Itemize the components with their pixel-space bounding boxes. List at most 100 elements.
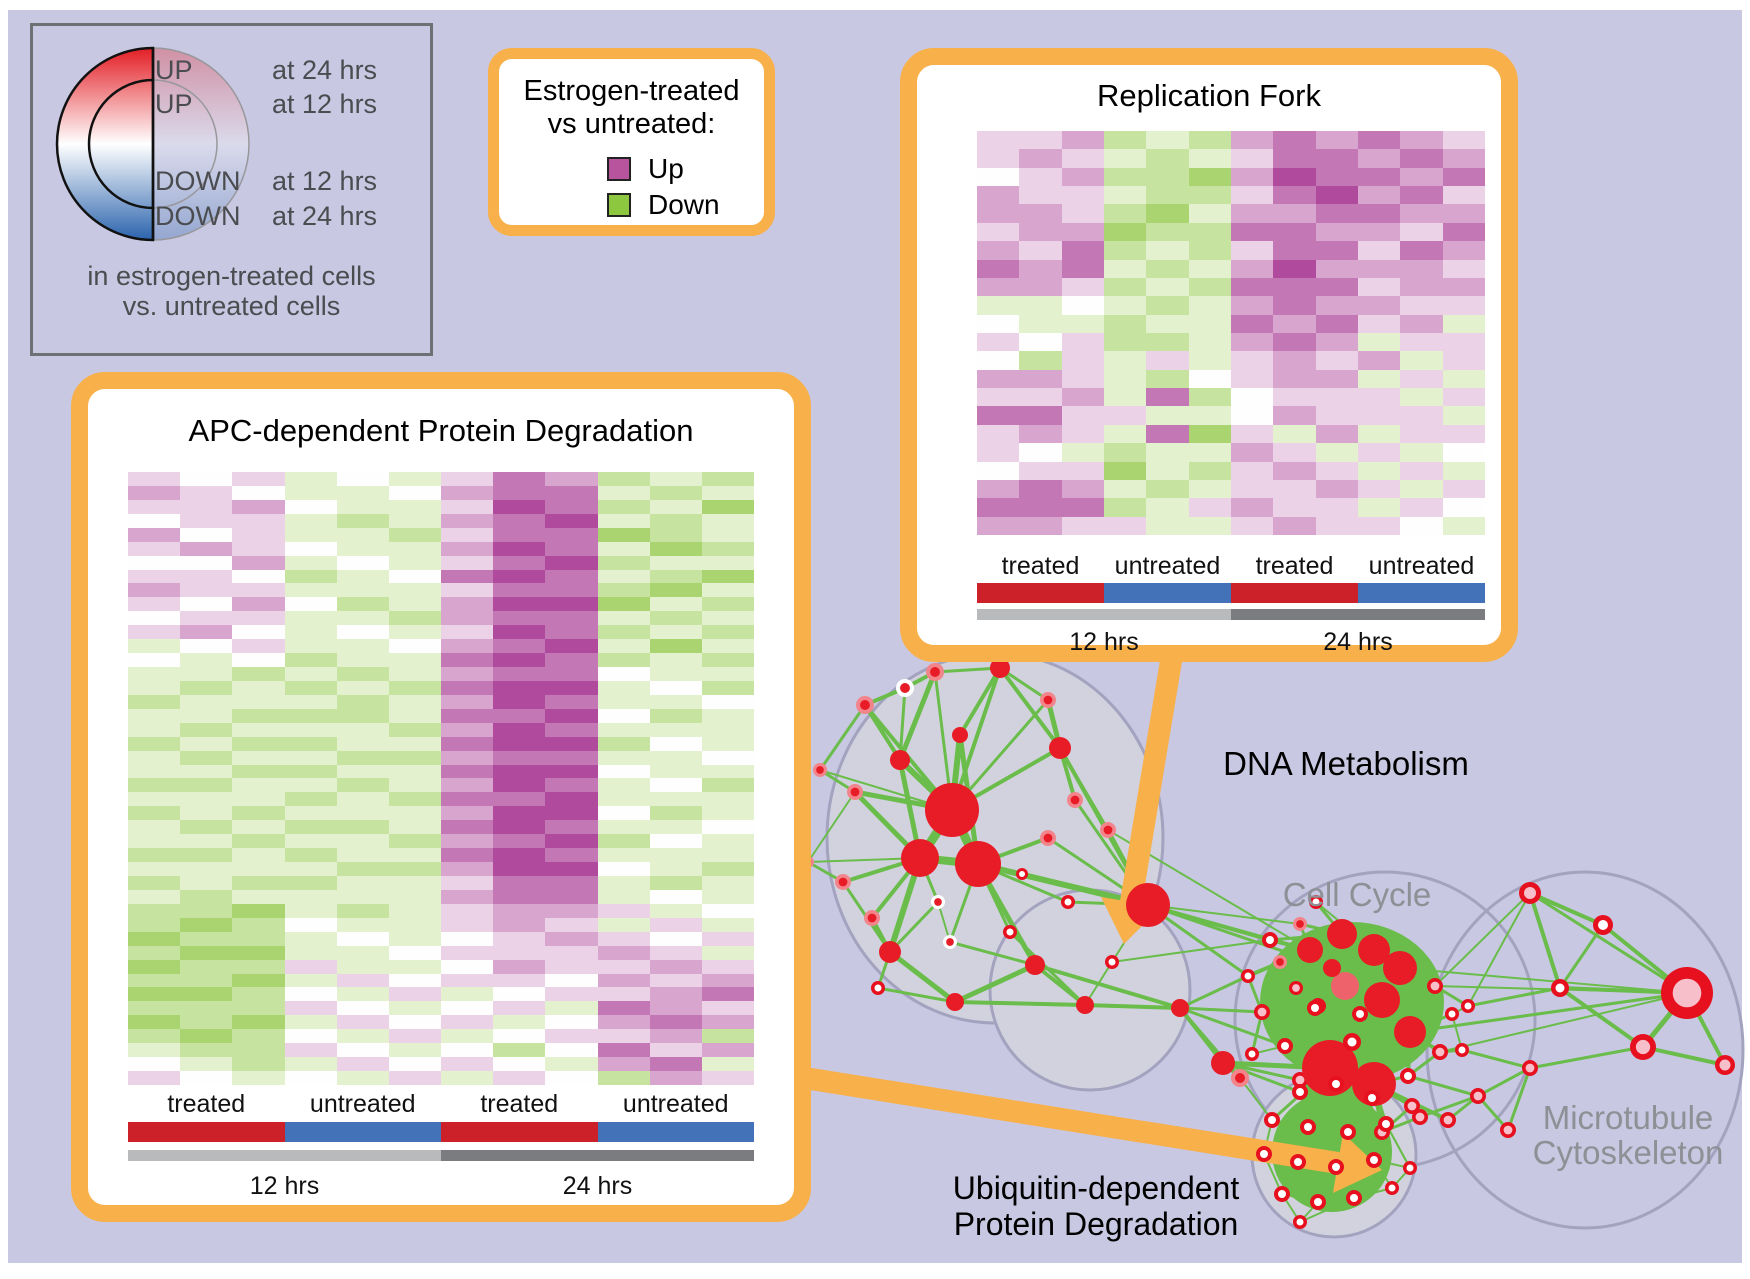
heatmap-cell	[977, 204, 1020, 223]
arrow-repfork-to-dna-shaft	[1120, 653, 1183, 904]
heatmap-cell	[649, 1001, 702, 1016]
gene-node-core	[1043, 695, 1053, 705]
heatmap-cell	[128, 555, 181, 570]
heatmap-cell	[1230, 461, 1274, 480]
heatmap-cell	[701, 876, 754, 890]
gene-node-white-core	[1314, 1198, 1322, 1206]
heatmap-cell	[649, 1057, 702, 1072]
heatmap-cell	[1019, 424, 1062, 444]
heatmap-cell	[1273, 186, 1316, 205]
gene-node-solid	[955, 841, 1001, 887]
heatmap-cell	[180, 1043, 233, 1058]
heatmap-cell	[284, 583, 337, 598]
heatmap-cell	[701, 792, 754, 807]
heatmap-cell	[388, 653, 441, 668]
heatmap-cell	[545, 945, 598, 960]
gene-node-white-core	[1404, 1072, 1412, 1080]
heatmap-cell	[493, 527, 546, 542]
heatmap-cell	[701, 764, 754, 779]
heatmap-cell	[977, 277, 1020, 297]
heatmap-cell	[388, 862, 441, 877]
heatmap-cell	[1315, 406, 1358, 425]
heatmap-cell	[441, 862, 494, 877]
treated-bar	[977, 583, 1104, 603]
heatmap-cell	[649, 499, 702, 514]
gene-node-white-core	[1006, 928, 1014, 936]
treatment-group-label: treated	[1001, 552, 1080, 580]
gene-node-solid	[925, 783, 979, 837]
heatmap-cell	[493, 541, 546, 556]
heatmap-cell	[1146, 222, 1189, 242]
heatmap-cell	[1400, 516, 1443, 535]
heatmap-cell	[284, 541, 337, 556]
heatmap-cell	[1357, 516, 1401, 535]
heatmap-cell	[388, 639, 441, 654]
heatmap-cell	[1230, 314, 1274, 333]
heatmap-cell	[1442, 516, 1485, 535]
network-edge	[1034, 963, 1181, 1010]
heatmap-cell	[701, 806, 754, 821]
heatmap-cell	[128, 987, 181, 1002]
heatmap-cell	[1357, 186, 1401, 205]
gene-node-solid	[1394, 1016, 1426, 1048]
heatmap-cell	[128, 889, 181, 904]
heatmap-cell	[1146, 388, 1189, 407]
heatmap-cell	[1146, 314, 1189, 333]
heatmap-cell	[180, 889, 233, 904]
gene-node-core	[850, 787, 860, 797]
heatmap-cell	[701, 945, 754, 960]
heatmap-cell	[1188, 314, 1231, 333]
heatmap-cell	[649, 639, 702, 654]
gene-node-solid	[1297, 937, 1323, 963]
heatmap-cell	[441, 973, 494, 988]
heatmap-cell	[1061, 388, 1104, 407]
network-edge	[998, 666, 1062, 750]
heatmap-cell	[597, 917, 650, 932]
heatmap-cell	[493, 1071, 546, 1085]
heatmap-cell	[493, 597, 546, 612]
heatmap-cell	[128, 583, 181, 598]
heatmap-cell	[1061, 369, 1104, 389]
network-edge	[958, 666, 1002, 737]
heatmap-cell	[232, 499, 285, 514]
gene-node-core	[934, 898, 942, 906]
heatmap-cell	[1357, 259, 1401, 278]
heatmap-cell	[336, 555, 389, 570]
heatmap-cell	[1103, 388, 1147, 407]
gene-node-white-core	[1244, 972, 1252, 980]
heatmap-cell	[1315, 332, 1358, 352]
heatmap-cell	[545, 848, 598, 863]
heatmap-cell	[1188, 149, 1231, 168]
network-edge	[949, 940, 1036, 967]
heatmap-cell	[232, 708, 285, 723]
gradient-ring-diagram	[55, 46, 250, 242]
gene-node-solid	[1364, 982, 1400, 1018]
heatmap-cell	[232, 472, 285, 486]
heatmap-cell	[545, 1071, 598, 1085]
heatmap-cell	[1061, 149, 1104, 168]
heatmap-cell	[701, 625, 754, 640]
heatmap-cell	[1146, 186, 1189, 205]
heatmap-cell	[977, 222, 1020, 242]
heatmap-cell	[128, 764, 181, 779]
heatmap-cell	[1188, 186, 1231, 205]
heatmap-cell	[597, 1071, 650, 1085]
heatmap-cell	[1442, 461, 1485, 480]
heatmap-cell	[388, 889, 441, 904]
gene-node-pink-core	[1292, 984, 1300, 992]
heatmap-cell	[441, 639, 494, 654]
gene-node-white-core	[1382, 1120, 1390, 1128]
heatmap-cell	[545, 931, 598, 946]
heatmap-cell	[1146, 131, 1189, 150]
heatmap-cell	[649, 848, 702, 863]
heatmap-cell	[1188, 277, 1231, 297]
heatmap-cell	[597, 806, 650, 821]
heatmap-cell	[1357, 296, 1401, 315]
treatment-group-label: treated	[1255, 552, 1334, 580]
gene-node-solid	[946, 993, 964, 1011]
heatmap-cell	[441, 667, 494, 681]
heatmap-cell	[441, 569, 494, 584]
heatmap-cell	[441, 806, 494, 821]
heatmap-cell	[1230, 351, 1274, 370]
network-edge	[888, 950, 957, 1004]
